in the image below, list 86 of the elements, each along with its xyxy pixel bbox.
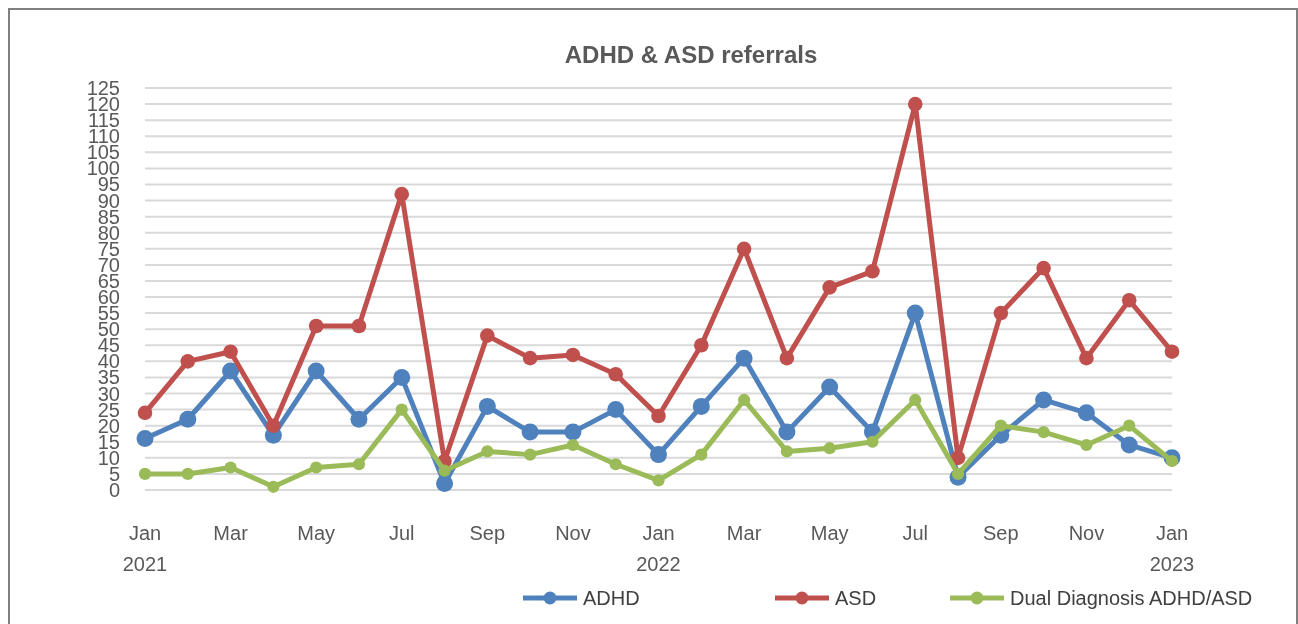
point xyxy=(695,448,708,461)
point xyxy=(1080,438,1093,452)
point xyxy=(1123,419,1136,432)
point xyxy=(906,304,924,322)
point xyxy=(1165,454,1179,468)
point xyxy=(823,442,836,455)
x-tick-label: Mar xyxy=(213,522,249,544)
x-tick-label: Nov xyxy=(555,522,591,544)
x-tick-label: May xyxy=(810,522,849,544)
legend-label: ASD xyxy=(835,587,877,609)
point xyxy=(481,445,494,458)
point xyxy=(351,318,367,334)
point xyxy=(436,475,454,493)
point xyxy=(180,354,196,369)
point xyxy=(566,438,580,452)
point xyxy=(651,408,666,424)
point xyxy=(652,474,665,487)
legend-label: ADHD xyxy=(583,587,640,609)
point xyxy=(267,480,280,493)
point xyxy=(609,458,622,471)
point xyxy=(608,366,624,382)
point xyxy=(524,448,537,461)
point xyxy=(1120,436,1138,454)
point xyxy=(395,403,408,416)
point xyxy=(223,344,238,360)
point xyxy=(138,467,152,481)
x-tick-label: Jul xyxy=(902,522,929,544)
point xyxy=(951,467,965,481)
point xyxy=(1079,350,1094,366)
point xyxy=(865,264,880,279)
point xyxy=(1036,260,1051,276)
point xyxy=(478,397,496,415)
x-tick-label: Nov xyxy=(1068,522,1105,544)
x-tick-label: Mar xyxy=(726,522,762,544)
point xyxy=(994,419,1007,432)
point xyxy=(1121,292,1137,308)
point xyxy=(993,305,1009,321)
point xyxy=(909,393,922,407)
point xyxy=(308,318,324,334)
point xyxy=(522,350,538,366)
point xyxy=(136,430,154,448)
point xyxy=(224,461,237,474)
point xyxy=(352,458,366,471)
chart-title: ADHD & ASD referrals xyxy=(564,41,818,68)
point xyxy=(780,445,793,458)
point xyxy=(1037,426,1050,439)
point xyxy=(307,362,325,380)
point xyxy=(393,368,411,386)
point xyxy=(736,241,752,257)
point xyxy=(778,423,796,441)
point xyxy=(735,349,753,367)
point xyxy=(179,410,197,428)
x-tick-label: Jan 2022 xyxy=(636,522,681,575)
point xyxy=(950,450,966,466)
point xyxy=(650,446,667,464)
point xyxy=(565,347,581,363)
x-tick-label: May xyxy=(297,522,336,544)
point xyxy=(737,393,751,407)
legend-label: Dual Diagnosis ADHD/ASD xyxy=(1010,587,1253,609)
point xyxy=(310,461,323,474)
point xyxy=(822,280,837,295)
point xyxy=(438,464,451,477)
point xyxy=(137,405,153,421)
x-tick-label: Jul xyxy=(388,522,415,544)
point xyxy=(394,186,410,202)
point xyxy=(1035,391,1053,409)
point xyxy=(266,418,281,433)
x-tick-label: Jan 2023 xyxy=(1149,522,1195,575)
point xyxy=(181,467,194,481)
point xyxy=(907,96,923,112)
point xyxy=(693,337,709,353)
point xyxy=(607,401,625,419)
x-tick-label: Sep xyxy=(469,522,506,544)
point xyxy=(564,423,582,441)
point xyxy=(222,362,240,380)
point xyxy=(821,378,839,396)
point xyxy=(692,397,710,415)
point xyxy=(350,410,368,428)
point xyxy=(1077,404,1095,422)
point xyxy=(521,423,539,441)
point xyxy=(480,328,495,343)
point xyxy=(779,350,795,366)
point xyxy=(1164,344,1180,360)
x-tick-label: Jan 2021 xyxy=(122,522,168,575)
point xyxy=(866,435,879,448)
x-tick-label: Sep xyxy=(983,522,1019,544)
